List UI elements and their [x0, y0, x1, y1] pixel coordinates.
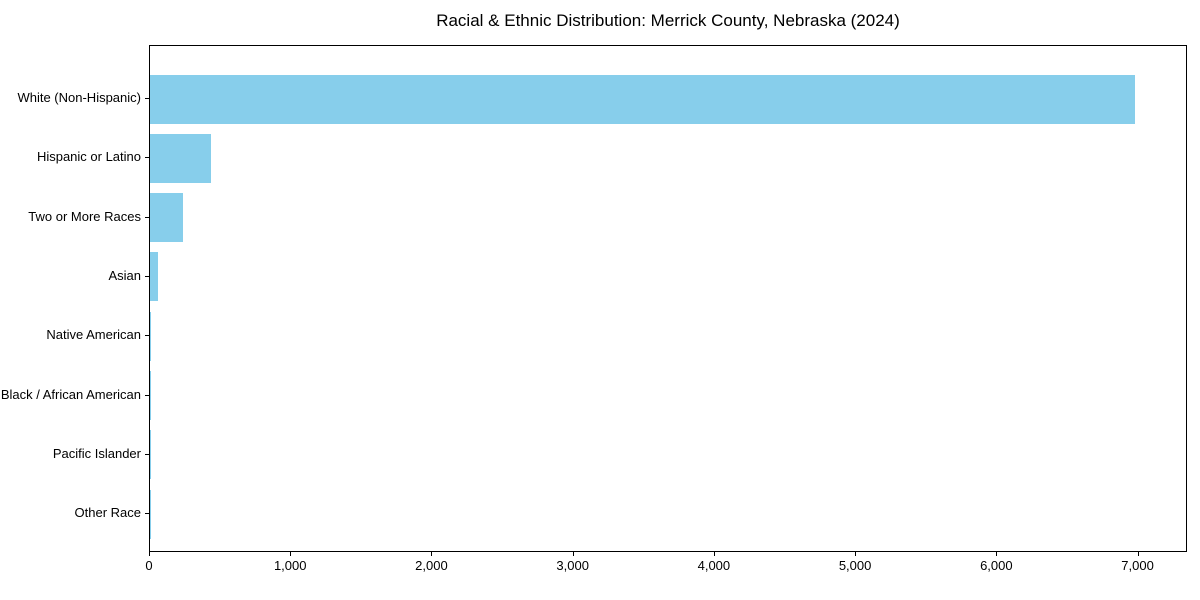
x-tick-label: 3,000: [556, 558, 589, 573]
x-tick-mark: [996, 552, 998, 556]
x-tick-label: 1,000: [273, 558, 307, 573]
x-tick-mark: [149, 552, 150, 556]
bar: [150, 489, 152, 539]
bar: [150, 252, 159, 302]
bar: [150, 133, 211, 183]
x-tick-mark: [855, 552, 857, 556]
y-tick-mark: [145, 394, 149, 396]
x-tick-mark: [290, 552, 292, 556]
x-tick-mark: [713, 552, 715, 556]
y-tick-label: Hispanic or Latino: [36, 149, 141, 165]
y-tick-mark: [145, 157, 149, 159]
x-tick-label: 6,000: [980, 558, 1013, 573]
y-tick-label: Native American: [46, 327, 141, 343]
y-tick-label: Other Race: [74, 505, 141, 521]
y-tick-mark: [145, 216, 149, 218]
bar: [150, 193, 184, 243]
y-tick-mark: [145, 98, 149, 99]
x-tick-label: 4,000: [697, 558, 731, 573]
y-tick-mark: [145, 275, 149, 277]
x-tick-mark: [1137, 552, 1139, 556]
plot-area: [149, 45, 1187, 552]
y-tick-mark: [145, 335, 149, 337]
y-tick-label: White (Non-Hispanic): [17, 90, 141, 105]
x-tick-label: 7,000: [1121, 558, 1154, 573]
chart-title: Racial & Ethnic Distribution: Merrick Co…: [436, 11, 900, 30]
y-tick-label: Two or More Races: [28, 208, 141, 224]
y-tick-label: Asian: [108, 267, 141, 283]
bar: [150, 311, 152, 361]
y-tick-mark: [145, 513, 149, 515]
bar: [150, 74, 1136, 124]
y-tick-mark: [145, 453, 149, 455]
x-tick-mark: [572, 552, 574, 556]
y-tick-label: Black / African American: [0, 386, 141, 402]
x-tick-label: 0: [145, 558, 153, 573]
x-tick-mark: [431, 552, 433, 556]
bar: [150, 371, 151, 420]
x-tick-label: 2,000: [415, 558, 448, 573]
x-tick-label: 5,000: [838, 558, 872, 573]
y-tick-label: Pacific Islander: [52, 445, 141, 461]
